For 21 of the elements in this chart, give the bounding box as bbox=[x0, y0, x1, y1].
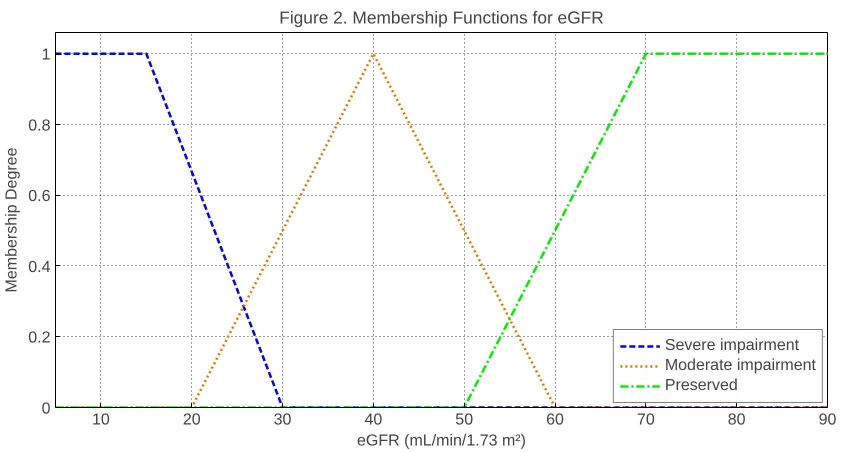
legend-label: Moderate impairment bbox=[664, 357, 816, 375]
x-tick-label: 90 bbox=[818, 412, 836, 428]
y-tick-label: 0.8 bbox=[28, 117, 51, 134]
y-tick-label: 0.4 bbox=[28, 258, 51, 276]
y-axis-title: Membership Degree bbox=[3, 147, 20, 292]
y-tick-label: 0.6 bbox=[28, 188, 51, 206]
x-tick-label: 40 bbox=[364, 412, 382, 428]
x-tick-label: 80 bbox=[728, 412, 746, 428]
x-tick-label: 70 bbox=[636, 412, 655, 428]
y-tick-label: 0.2 bbox=[28, 330, 51, 347]
legend-label: Preserved bbox=[664, 377, 738, 395]
chart-title: Figure 2. Membership Functions for eGFR bbox=[279, 8, 604, 28]
x-tick-label: 10 bbox=[92, 412, 110, 428]
legend-label: Severe impairment bbox=[664, 337, 800, 355]
x-tick-label: 50 bbox=[455, 412, 474, 428]
y-tick-label: 0 bbox=[42, 400, 51, 418]
y-tick-label: 1 bbox=[42, 46, 51, 64]
x-tick-label: 60 bbox=[546, 412, 564, 428]
x-tick-label: 30 bbox=[274, 412, 292, 428]
x-tick-label: 20 bbox=[182, 412, 201, 428]
x-axis-title: eGFR (mL/min/1.73 m²) bbox=[357, 432, 526, 450]
